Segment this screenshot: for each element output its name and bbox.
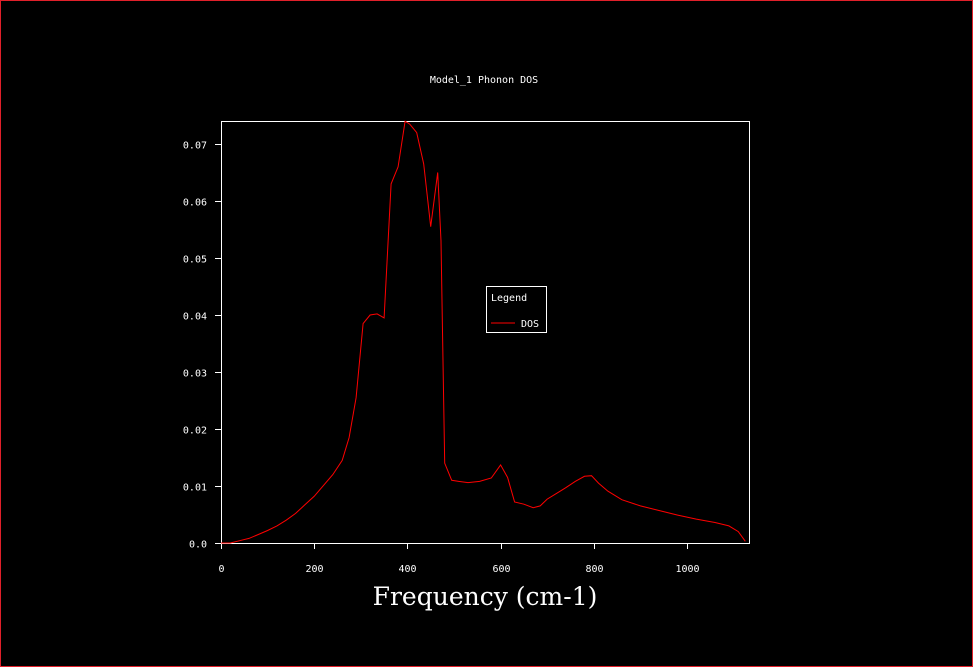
legend-title: Legend (491, 293, 527, 304)
y-tick-label: 0.04 (183, 312, 207, 323)
y-axis: 0.0 0.01 0.02 0.03 0.04 0.05 0.06 0.07 (183, 141, 221, 551)
legend-box (486, 286, 547, 333)
y-tick-label: 0.07 (183, 141, 207, 152)
y-tick-label: 0.01 (183, 483, 207, 494)
x-tick-label: 800 (585, 564, 603, 575)
plot-area-frame (221, 121, 750, 544)
legend: Legend DOS (486, 286, 547, 333)
x-axis-label: Frequency (cm-1) (373, 582, 598, 611)
y-tick-label: 0.0 (189, 540, 207, 551)
x-tick-label: 0 (218, 564, 224, 575)
y-tick-label: 0.06 (183, 198, 207, 209)
x-axis: 0 200 400 600 800 1000 (218, 543, 700, 575)
chart-title: Model_1 Phonon DOS (430, 75, 538, 86)
x-tick-label: 600 (492, 564, 510, 575)
y-tick-label: 0.05 (183, 255, 207, 266)
x-tick-label: 1000 (675, 564, 699, 575)
x-tick-label: 200 (305, 564, 323, 575)
legend-entry-dos: DOS (521, 319, 539, 330)
y-tick-label: 0.03 (183, 369, 207, 380)
series-line-dos (221, 120, 746, 544)
x-tick-label: 400 (398, 564, 416, 575)
y-tick-label: 0.02 (183, 426, 207, 437)
